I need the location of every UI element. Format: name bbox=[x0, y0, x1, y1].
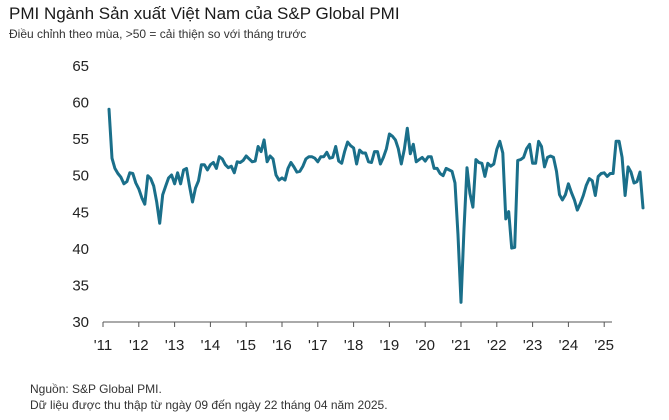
y-tick-label: 50 bbox=[72, 168, 89, 185]
source-note: Nguồn: S&P Global PMI. bbox=[30, 382, 162, 396]
x-axis: '11 '12 '13 '14 '15 '16 '17 '18 '19 '20 '21 '22 '23 '… bbox=[94, 321, 614, 354]
y-axis-tick-labels: 30 35 40 45 50 55 60 65 bbox=[72, 58, 89, 331]
series-layer bbox=[107, 107, 645, 304]
x-tick-label: '20 bbox=[415, 337, 435, 354]
x-tick-label: '13 bbox=[165, 337, 185, 354]
x-tick-label: '16 bbox=[272, 337, 292, 354]
x-tick-label: '25 bbox=[594, 337, 614, 354]
x-tick-label: '12 bbox=[129, 337, 149, 354]
x-tick-label: '11 bbox=[94, 337, 112, 354]
x-tick-label: '23 bbox=[523, 337, 543, 354]
x-tick-label: '17 bbox=[308, 337, 328, 354]
x-tick-label: '24 bbox=[559, 337, 579, 354]
chart-subtitle: Điều chỉnh theo mùa, >50 = cải thiện so … bbox=[9, 27, 307, 41]
x-tick-label: '22 bbox=[487, 337, 507, 354]
x-tick-label: '18 bbox=[344, 337, 364, 354]
y-tick-label: 40 bbox=[72, 241, 89, 258]
pmi-series-line bbox=[107, 107, 645, 304]
y-tick-label: 35 bbox=[72, 277, 89, 294]
y-tick-label: 60 bbox=[72, 95, 89, 112]
y-tick-label: 45 bbox=[72, 204, 89, 221]
y-tick-label: 30 bbox=[72, 314, 89, 331]
collection-note: Dữ liệu được thu thập từ ngày 09 đến ngà… bbox=[30, 398, 388, 412]
y-tick-label: 65 bbox=[72, 58, 89, 75]
x-tick-label: '15 bbox=[236, 337, 256, 354]
x-tick-label: '21 bbox=[451, 337, 471, 354]
y-tick-label: 55 bbox=[72, 131, 89, 148]
x-tick-label: '19 bbox=[380, 337, 400, 354]
x-tick-label: '14 bbox=[201, 337, 221, 354]
chart-title: PMI Ngành Sản xuất Việt Nam của S&P Glob… bbox=[9, 4, 400, 23]
